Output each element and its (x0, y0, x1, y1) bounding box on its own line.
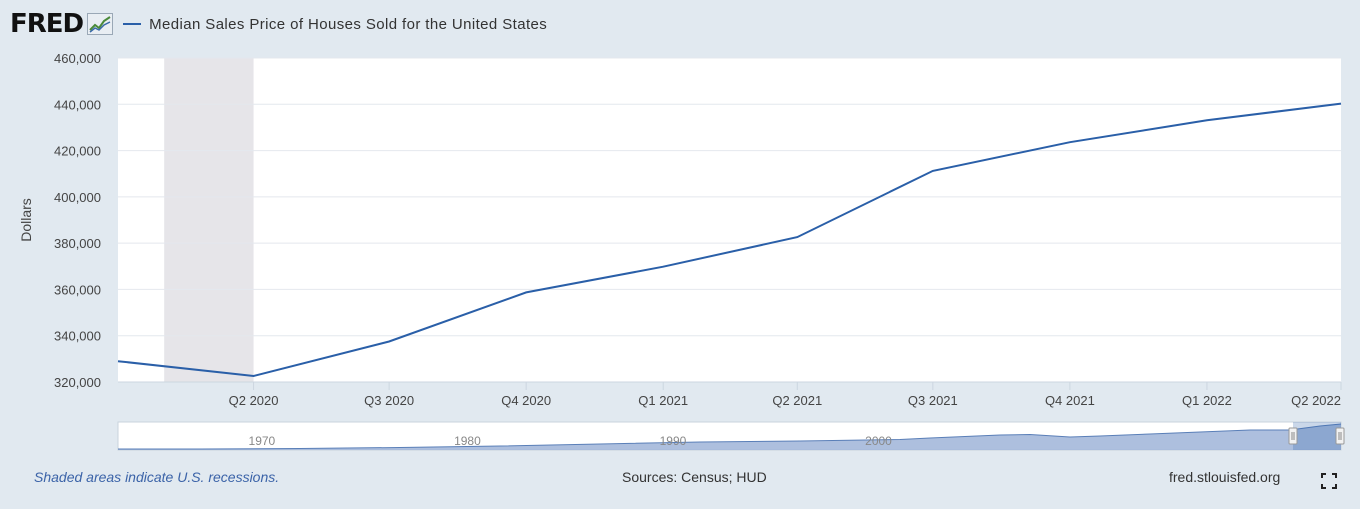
sources-text: Sources: Census; HUD (622, 469, 767, 485)
trend-chart-icon (87, 13, 114, 35)
recession-note[interactable]: Shaded areas indicate U.S. recessions. (34, 469, 280, 485)
y-axis-ticks: 320,000 340,000 360,000 380,000 400,000 420,0… (54, 51, 101, 390)
chart-legend[interactable]: Median Sales Price of Houses Sold for th… (123, 16, 547, 33)
site-link[interactable]: fred.stlouisfed.org (1169, 469, 1281, 485)
y-tick-label: 440,000 (54, 97, 101, 112)
y-tick-label: 340,000 (54, 329, 101, 344)
navigator-area (118, 424, 1341, 450)
y-axis-label: Dollars (18, 198, 34, 242)
range-navigator[interactable]: 1970 1980 1990 2000 (117, 421, 1345, 451)
x-tick-label: Q4 2020 (501, 393, 551, 408)
fullscreen-icon[interactable] (1321, 473, 1337, 489)
x-tick-label: Q2 2021 (772, 393, 822, 408)
fred-logo-text: FRED (10, 9, 84, 39)
navigator-year-labels: 1970 1980 1990 2000 (249, 434, 893, 448)
x-tick-label: Q3 2021 (908, 393, 958, 408)
y-tick-label: 420,000 (54, 144, 101, 159)
x-tick-label: Q3 2020 (364, 393, 414, 408)
legend-line-swatch (123, 23, 142, 25)
recession-shading (164, 58, 254, 382)
navigator-selection (1293, 422, 1341, 450)
fred-logo[interactable]: FRED (10, 9, 114, 39)
legend-label: Median Sales Price of Houses Sold for th… (149, 15, 548, 33)
navigator-handle-right[interactable] (1335, 427, 1345, 445)
series-line-median-price[interactable] (117, 102, 1342, 378)
y-gridlines (118, 57, 1341, 337)
y-tick-label: 320,000 (54, 375, 101, 390)
x-axis-ticks: Q2 2020 Q3 2020 Q4 2020 Q1 2021 Q2 2021 Q3 20… (229, 382, 1342, 408)
navigator-line (118, 423, 1342, 450)
y-tick-label: 380,000 (54, 236, 101, 251)
x-tick-label: Q2 2022 (1291, 393, 1341, 408)
x-tick-label: Q2 2020 (229, 393, 279, 408)
recession-band (164, 58, 254, 382)
navigator-year-label: 1970 (249, 434, 276, 448)
y-tick-label: 460,000 (54, 51, 101, 66)
navigator-handle-left[interactable] (1288, 427, 1298, 445)
y-tick-label: 400,000 (54, 190, 101, 205)
plot-background (118, 58, 1341, 382)
x-tick-label: Q1 2021 (638, 393, 688, 408)
navigator-year-label: 1990 (660, 434, 687, 448)
chart-header: FRED Median Sales Price of Houses Sold f… (10, 8, 547, 40)
x-tick-label: Q4 2021 (1045, 393, 1095, 408)
x-tick-label: Q1 2022 (1182, 393, 1232, 408)
navigator-year-label: 1980 (454, 434, 481, 448)
y-tick-label: 360,000 (54, 282, 101, 297)
navigator-year-label: 2000 (865, 434, 892, 448)
